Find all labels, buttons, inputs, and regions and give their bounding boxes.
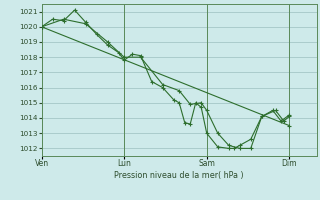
X-axis label: Pression niveau de la mer( hPa ): Pression niveau de la mer( hPa ) — [114, 171, 244, 180]
